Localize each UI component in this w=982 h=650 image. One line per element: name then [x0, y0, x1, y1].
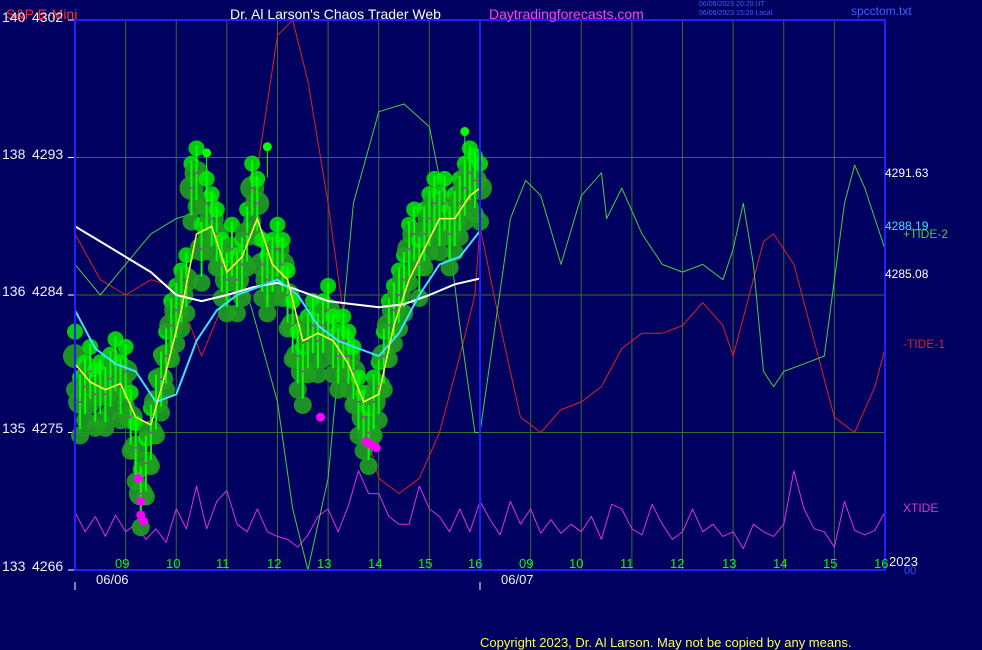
- x-tick-label: 15: [823, 556, 838, 571]
- tide2-line: [74, 103, 886, 571]
- y-tick-left: 140: [2, 9, 26, 25]
- tide2-line-group: [74, 103, 886, 571]
- marker-dots: [133, 127, 470, 526]
- y-tick-left: 133: [2, 558, 26, 574]
- x-tick-label: 15: [418, 556, 433, 571]
- x-tick-label: 09: [115, 556, 130, 571]
- x-tick-label: 12: [267, 556, 282, 571]
- x-tick-label: 14: [773, 556, 788, 571]
- x-tick-label: 10: [569, 556, 584, 571]
- plot-frame: [74, 19, 886, 571]
- magenta-dot: [136, 496, 146, 506]
- price-circle: [96, 418, 115, 437]
- moving-averages: [74, 187, 481, 426]
- x-tick-label: 13: [722, 556, 737, 571]
- magenta-dot: [133, 473, 143, 483]
- price-circle: [258, 304, 277, 323]
- y-tick-right: 4302: [32, 9, 64, 25]
- site-title: Dr. Al Larson's Chaos Trader Web: [230, 6, 441, 22]
- magenta-dot: [138, 516, 148, 526]
- x-tick-label: 11: [620, 556, 634, 571]
- price-readout-white: 4285.08: [885, 267, 929, 281]
- price-circle: [228, 304, 246, 323]
- timestamp-local: 06/06/2023 15:20 Local: [699, 10, 773, 17]
- y-tick-right: 4284: [32, 283, 64, 299]
- price-circle: [359, 457, 378, 476]
- copyright-notice: Copyright 2023, Dr. Al Larson. May not b…: [480, 635, 852, 650]
- price-readout-last: 4291.63: [885, 166, 929, 180]
- x-tick-label: 09: [519, 556, 534, 571]
- grid-lines: [68, 19, 886, 590]
- price-circle: [309, 365, 327, 384]
- tide1-label: -TIDE-1: [903, 337, 945, 351]
- x-tick-label: 12: [670, 556, 685, 571]
- year-label: 2023: [889, 554, 918, 569]
- yellow-average-line: [74, 187, 481, 426]
- y-tick-left: 136: [2, 283, 26, 299]
- y-tick-right: 4266: [32, 558, 64, 574]
- green-dot: [202, 148, 212, 158]
- y-tick-left: 138: [2, 146, 26, 162]
- green-dot: [262, 142, 272, 152]
- x-tick-label: 10: [166, 556, 181, 571]
- overlap-label: 00: [904, 565, 917, 577]
- site-link[interactable]: Daytradingforecasts.com: [489, 6, 644, 22]
- y-tick-right: 4275: [32, 420, 64, 436]
- green-dot: [460, 127, 470, 137]
- x-tick-label: 13: [317, 556, 332, 571]
- x-tick-label: 14: [368, 556, 383, 571]
- y-tick-right: 4293: [32, 146, 64, 162]
- price-circle: [192, 273, 211, 292]
- data-file-name: spcctom.txt: [851, 4, 912, 18]
- x-tick-label: 16: [468, 556, 483, 571]
- symbol-title: S&P E-Mini: [6, 6, 78, 22]
- xtide-label: XTIDE: [903, 501, 939, 515]
- price-circle: [430, 243, 449, 262]
- magenta-dot: [316, 412, 326, 422]
- tide2-label: +TIDE-2: [903, 227, 949, 241]
- magenta-dot: [371, 443, 381, 453]
- y-tick-left: 135: [2, 420, 26, 436]
- price-circle: [293, 396, 312, 414]
- cyan-average-line: [74, 230, 481, 403]
- price-readout-cyan: 4288.19: [885, 219, 929, 233]
- date-label: 06/06: [96, 572, 129, 587]
- x-tick-label: 16: [874, 556, 889, 571]
- white-average-line: [74, 225, 481, 309]
- timestamp-ut: 06/06/2023 20:20 UT: [699, 1, 765, 8]
- x-tick-label: 11: [216, 556, 230, 571]
- date-label: 06/07: [501, 572, 534, 587]
